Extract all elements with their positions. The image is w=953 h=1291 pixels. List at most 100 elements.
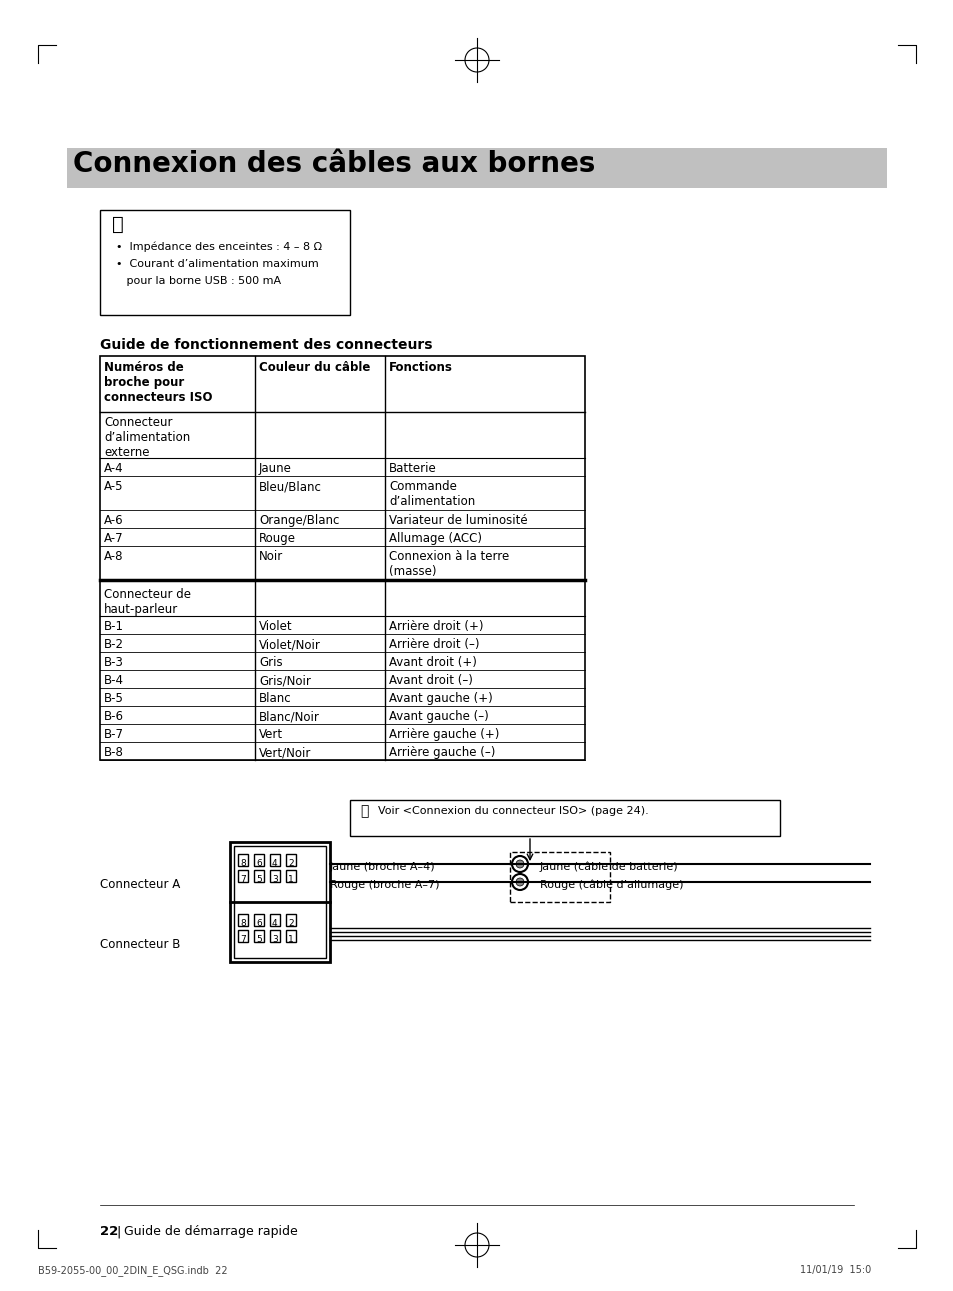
- Text: Arrière gauche (–): Arrière gauche (–): [389, 746, 495, 759]
- Text: Avant gauche (+): Avant gauche (+): [389, 692, 493, 705]
- Bar: [253, 914, 264, 926]
- Bar: [237, 855, 248, 866]
- Circle shape: [512, 856, 527, 871]
- Text: Rouge (câble d’allumage): Rouge (câble d’allumage): [539, 880, 682, 891]
- Text: B-2: B-2: [104, 638, 124, 651]
- Text: 2: 2: [288, 919, 294, 928]
- Text: |: |: [116, 1225, 120, 1238]
- Text: B-4: B-4: [104, 674, 124, 687]
- Text: Rouge (broche A–7): Rouge (broche A–7): [330, 880, 439, 889]
- Circle shape: [516, 860, 523, 868]
- Text: •  Courant d’alimentation maximum: • Courant d’alimentation maximum: [116, 259, 318, 269]
- Bar: [286, 914, 295, 926]
- Bar: [233, 846, 326, 958]
- Bar: [286, 855, 295, 866]
- Text: Violet: Violet: [258, 620, 293, 633]
- Text: Guide de démarrage rapide: Guide de démarrage rapide: [124, 1225, 297, 1238]
- Bar: [237, 930, 248, 942]
- Text: B-8: B-8: [104, 746, 124, 759]
- Text: Connexion des câbles aux bornes: Connexion des câbles aux bornes: [73, 150, 595, 178]
- Text: 22: 22: [100, 1225, 118, 1238]
- Text: Gris: Gris: [258, 656, 282, 669]
- Circle shape: [512, 874, 527, 889]
- Text: A-5: A-5: [104, 480, 123, 493]
- Text: Jaune (broche A–4): Jaune (broche A–4): [330, 862, 436, 871]
- Bar: [270, 855, 280, 866]
- Text: 7: 7: [240, 875, 246, 884]
- Text: 7: 7: [240, 935, 246, 944]
- Text: Vert/Noir: Vert/Noir: [258, 746, 311, 759]
- Text: Variateur de luminosité: Variateur de luminosité: [389, 514, 527, 527]
- FancyBboxPatch shape: [67, 148, 886, 188]
- Text: Voir <Connexion du connecteur ISO> (page 24).: Voir <Connexion du connecteur ISO> (page…: [377, 806, 648, 816]
- Bar: [350, 800, 780, 837]
- Text: Rouge: Rouge: [258, 532, 295, 545]
- Bar: [100, 210, 350, 315]
- Text: Commande
d’alimentation: Commande d’alimentation: [389, 480, 475, 507]
- Text: Gris/Noir: Gris/Noir: [258, 674, 311, 687]
- Text: B-3: B-3: [104, 656, 124, 669]
- Text: B-1: B-1: [104, 620, 124, 633]
- Text: Fonctions: Fonctions: [389, 361, 453, 374]
- Text: 8: 8: [240, 919, 246, 928]
- Text: Orange/Blanc: Orange/Blanc: [258, 514, 339, 527]
- Text: 3: 3: [272, 875, 277, 884]
- Text: 💬: 💬: [359, 804, 368, 818]
- Bar: [510, 852, 609, 902]
- Text: 4: 4: [272, 859, 277, 868]
- Text: Jaune: Jaune: [258, 462, 292, 475]
- Text: Blanc: Blanc: [258, 692, 292, 705]
- Text: B-6: B-6: [104, 710, 124, 723]
- Text: 5: 5: [255, 935, 261, 944]
- Text: pour la borne USB : 500 mA: pour la borne USB : 500 mA: [116, 276, 281, 287]
- Text: Arrière droit (+): Arrière droit (+): [389, 620, 483, 633]
- Text: A-4: A-4: [104, 462, 124, 475]
- Bar: [253, 930, 264, 942]
- Text: Blanc/Noir: Blanc/Noir: [258, 710, 319, 723]
- Text: Bleu/Blanc: Bleu/Blanc: [258, 480, 321, 493]
- Text: 💬: 💬: [112, 216, 124, 234]
- Text: Connexion à la terre
(masse): Connexion à la terre (masse): [389, 550, 509, 578]
- Text: B-5: B-5: [104, 692, 124, 705]
- Text: 8: 8: [240, 859, 246, 868]
- Text: Avant gauche (–): Avant gauche (–): [389, 710, 488, 723]
- Bar: [270, 870, 280, 882]
- Bar: [237, 870, 248, 882]
- Text: Couleur du câble: Couleur du câble: [258, 361, 370, 374]
- Text: Arrière droit (–): Arrière droit (–): [389, 638, 479, 651]
- Bar: [253, 855, 264, 866]
- Text: B-7: B-7: [104, 728, 124, 741]
- Text: Connecteur B: Connecteur B: [100, 939, 180, 951]
- Text: 6: 6: [255, 919, 261, 928]
- Bar: [237, 914, 248, 926]
- Bar: [253, 870, 264, 882]
- Text: A-7: A-7: [104, 532, 124, 545]
- Text: Allumage (ACC): Allumage (ACC): [389, 532, 481, 545]
- Circle shape: [516, 878, 523, 886]
- Text: 1: 1: [288, 875, 294, 884]
- Bar: [100, 356, 584, 760]
- Text: 11/01/19  15:0: 11/01/19 15:0: [800, 1265, 870, 1276]
- Text: 2: 2: [288, 859, 294, 868]
- Text: 5: 5: [255, 875, 261, 884]
- Text: 3: 3: [272, 935, 277, 944]
- Bar: [286, 930, 295, 942]
- Text: A-6: A-6: [104, 514, 124, 527]
- Text: Connecteur
d’alimentation
externe: Connecteur d’alimentation externe: [104, 416, 190, 460]
- Text: Violet/Noir: Violet/Noir: [258, 638, 320, 651]
- Text: Arrière gauche (+): Arrière gauche (+): [389, 728, 498, 741]
- Text: Numéros de
broche pour
connecteurs ISO: Numéros de broche pour connecteurs ISO: [104, 361, 213, 404]
- Bar: [230, 842, 330, 962]
- Text: Connecteur A: Connecteur A: [100, 878, 180, 891]
- Text: Jaune (câble de batterie): Jaune (câble de batterie): [539, 862, 678, 873]
- Text: B59-2055-00_00_2DIN_E_QSG.indb  22: B59-2055-00_00_2DIN_E_QSG.indb 22: [38, 1265, 228, 1276]
- Bar: [270, 930, 280, 942]
- Text: 4: 4: [272, 919, 277, 928]
- Bar: [286, 870, 295, 882]
- Text: Guide de fonctionnement des connecteurs: Guide de fonctionnement des connecteurs: [100, 338, 432, 352]
- Bar: [270, 914, 280, 926]
- Text: •  Impédance des enceintes : 4 – 8 Ω: • Impédance des enceintes : 4 – 8 Ω: [116, 241, 322, 253]
- Text: Connecteur de
haut-parleur: Connecteur de haut-parleur: [104, 587, 191, 616]
- Text: Avant droit (–): Avant droit (–): [389, 674, 473, 687]
- Text: 6: 6: [255, 859, 261, 868]
